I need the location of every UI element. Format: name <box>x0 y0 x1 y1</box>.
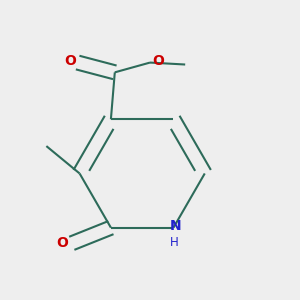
Text: H: H <box>170 236 179 249</box>
Text: N: N <box>169 220 181 233</box>
Text: O: O <box>152 54 164 68</box>
Text: O: O <box>56 236 68 250</box>
Text: O: O <box>65 54 76 68</box>
